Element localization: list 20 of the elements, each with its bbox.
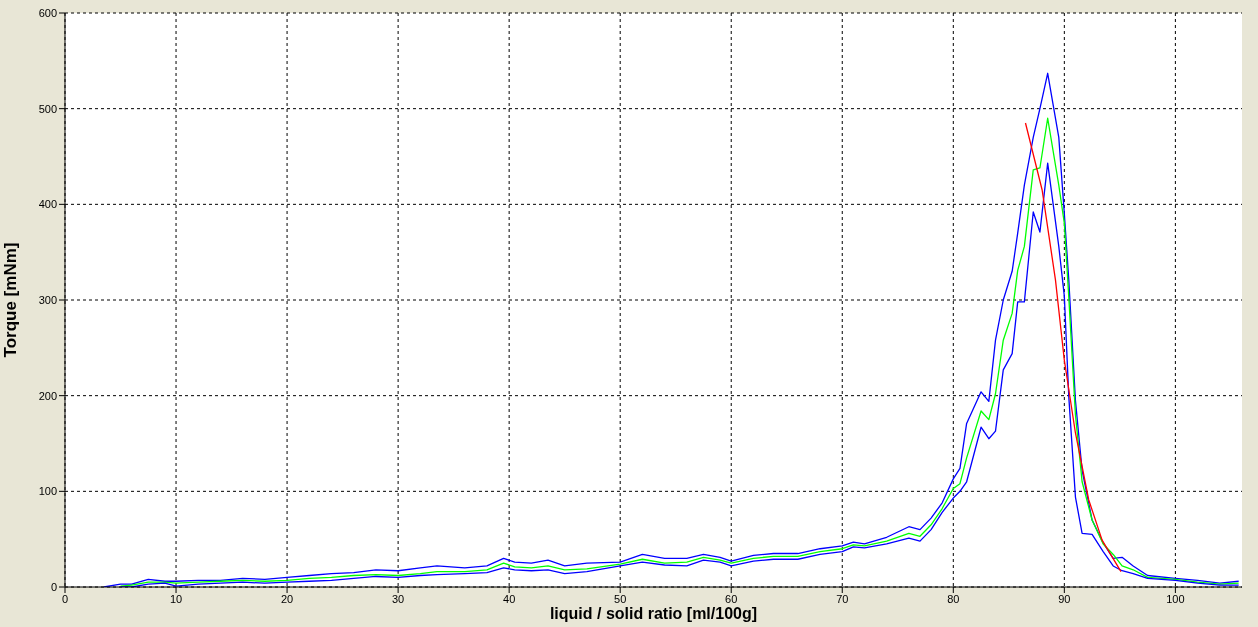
y-axis-title: Torque [mNm] <box>1 242 21 358</box>
x-tick-label: 50 <box>614 592 627 605</box>
y-tick-label: 100 <box>38 485 57 498</box>
x-tick-label: 30 <box>391 592 405 605</box>
x-axis-title: liquid / solid ratio [ml/100g] <box>549 605 758 622</box>
x-tick-label: 20 <box>280 592 294 605</box>
x-tick-label: 40 <box>503 592 516 605</box>
y-tick-label: 0 <box>50 580 57 593</box>
x-tick-label: 0 <box>61 592 69 605</box>
y-tick-label: 200 <box>38 389 57 402</box>
x-tick-label: 10 <box>169 592 183 605</box>
x-tick-label: 70 <box>836 592 849 605</box>
y-tick-label: 500 <box>38 102 57 115</box>
x-tick-label: 60 <box>725 592 738 605</box>
x-tick-label: 100 <box>1166 592 1185 605</box>
y-tick-label: 300 <box>38 293 57 306</box>
y-tick-label: 400 <box>38 198 57 211</box>
x-tick-label: 90 <box>1058 592 1071 605</box>
y-tick-label: 600 <box>38 6 57 19</box>
x-tick-label: 80 <box>947 592 960 605</box>
